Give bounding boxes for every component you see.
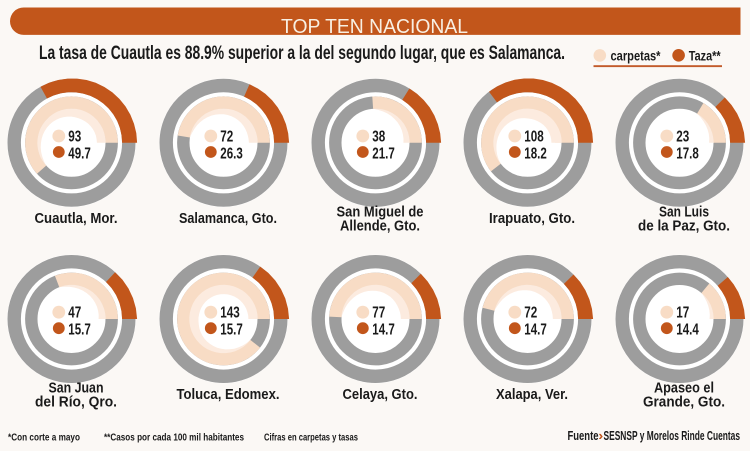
svg-text:Salamanca, Gto.: Salamanca, Gto. bbox=[179, 211, 277, 227]
svg-text:Grande, Gto.: Grande, Gto. bbox=[643, 395, 725, 411]
svg-text:14.7: 14.7 bbox=[524, 322, 547, 339]
svg-text:del Río, Qro.: del Río, Qro. bbox=[35, 395, 117, 411]
svg-text:49.7: 49.7 bbox=[68, 145, 91, 162]
svg-text:Apaseo el: Apaseo el bbox=[654, 381, 714, 397]
svg-text:carpetas*: carpetas* bbox=[611, 47, 661, 63]
svg-text:Toluca, Edomex.: Toluca, Edomex. bbox=[177, 387, 280, 403]
svg-text:SESNSP y Morelos Rinde Cuentas: SESNSP y Morelos Rinde Cuentas bbox=[604, 428, 741, 443]
svg-text:26.3: 26.3 bbox=[220, 145, 243, 162]
svg-text:Xalapa, Ver.: Xalapa, Ver. bbox=[496, 387, 568, 403]
svg-text:Cifras en carpetas y tasas: Cifras en carpetas y tasas bbox=[264, 432, 358, 444]
svg-text:18.2: 18.2 bbox=[524, 145, 547, 162]
svg-text:Taza**: Taza** bbox=[689, 47, 721, 63]
svg-text:14.7: 14.7 bbox=[372, 322, 395, 339]
svg-text:**Casos por cada 100 mil habit: **Casos por cada 100 mil habitantes bbox=[104, 432, 244, 444]
svg-text:Celaya, Gto.: Celaya, Gto. bbox=[343, 387, 418, 403]
svg-text:17: 17 bbox=[676, 305, 689, 322]
svg-text:Irapuato, Gto.: Irapuato, Gto. bbox=[489, 211, 575, 227]
svg-text:TOP TEN NACIONAL: TOP TEN NACIONAL bbox=[281, 15, 468, 38]
svg-text:72: 72 bbox=[220, 129, 233, 146]
svg-text:San Juan: San Juan bbox=[49, 381, 104, 397]
svg-text:38: 38 bbox=[372, 129, 385, 146]
svg-text:›: › bbox=[598, 428, 603, 443]
svg-text:77: 77 bbox=[372, 305, 385, 322]
svg-text:Fuente: Fuente bbox=[568, 428, 599, 443]
svg-text:de la Paz, Gto.: de la Paz, Gto. bbox=[638, 219, 730, 235]
svg-text:14.4: 14.4 bbox=[676, 322, 699, 339]
svg-text:108: 108 bbox=[524, 129, 544, 146]
svg-text:143: 143 bbox=[220, 305, 240, 322]
svg-text:15.7: 15.7 bbox=[220, 322, 243, 339]
svg-text:Allende, Gto.: Allende, Gto. bbox=[340, 219, 420, 235]
svg-text:21.7: 21.7 bbox=[372, 145, 395, 162]
svg-text:Cuautla, Mor.: Cuautla, Mor. bbox=[35, 211, 118, 227]
svg-text:La tasa de Cuautla es 88.9% su: La tasa de Cuautla es 88.9% superior a l… bbox=[39, 43, 565, 64]
svg-text:San Luis: San Luis bbox=[659, 205, 709, 221]
svg-text:93: 93 bbox=[68, 129, 81, 146]
svg-text:San Miguel de: San Miguel de bbox=[337, 205, 424, 221]
svg-text:23: 23 bbox=[676, 129, 689, 146]
svg-text:17.8: 17.8 bbox=[676, 145, 699, 162]
svg-text:47: 47 bbox=[68, 305, 81, 322]
svg-text:72: 72 bbox=[524, 305, 537, 322]
svg-text:15.7: 15.7 bbox=[68, 322, 91, 339]
svg-text:*Con corte a mayo: *Con corte a mayo bbox=[8, 432, 80, 444]
